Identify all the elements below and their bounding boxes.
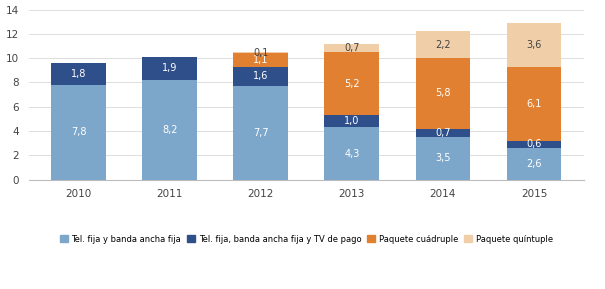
Text: 2,6: 2,6 xyxy=(526,159,541,169)
Text: 0,7: 0,7 xyxy=(344,43,359,53)
Text: 0,7: 0,7 xyxy=(435,128,451,138)
Text: 0,1: 0,1 xyxy=(253,48,269,58)
Bar xyxy=(142,57,197,80)
Bar xyxy=(324,127,379,180)
Text: 5,2: 5,2 xyxy=(344,79,359,89)
Text: 4,3: 4,3 xyxy=(344,149,359,159)
Bar xyxy=(142,80,197,180)
Bar xyxy=(506,67,561,141)
Text: 6,1: 6,1 xyxy=(526,99,541,109)
Bar xyxy=(324,115,379,127)
Bar xyxy=(234,67,288,86)
Bar xyxy=(506,141,561,148)
Bar xyxy=(416,32,470,58)
Bar xyxy=(234,53,288,67)
Bar xyxy=(416,137,470,180)
Bar xyxy=(51,85,106,180)
Legend: Tel. fija y banda ancha fija, Tel. fija, banda ancha fija y TV de pago, Paquete : Tel. fija y banda ancha fija, Tel. fija,… xyxy=(56,231,556,247)
Text: 7,8: 7,8 xyxy=(71,127,87,137)
Bar xyxy=(234,52,288,53)
Bar xyxy=(506,148,561,180)
Bar xyxy=(416,58,470,129)
Text: 0,6: 0,6 xyxy=(526,140,541,149)
Bar xyxy=(51,63,106,85)
Text: 8,2: 8,2 xyxy=(162,125,177,135)
Text: 1,0: 1,0 xyxy=(344,116,359,126)
Text: 7,7: 7,7 xyxy=(253,128,269,138)
Text: 3,6: 3,6 xyxy=(526,40,541,50)
Bar xyxy=(324,44,379,52)
Text: 2,2: 2,2 xyxy=(435,40,451,50)
Text: 5,8: 5,8 xyxy=(435,88,451,99)
Bar xyxy=(416,129,470,137)
Text: 1,8: 1,8 xyxy=(71,69,87,79)
Text: 1,1: 1,1 xyxy=(253,55,269,65)
Text: 1,6: 1,6 xyxy=(253,71,269,81)
Bar xyxy=(506,23,561,67)
Text: 1,9: 1,9 xyxy=(162,64,177,73)
Bar xyxy=(324,52,379,115)
Bar xyxy=(234,86,288,180)
Text: 3,5: 3,5 xyxy=(435,153,451,164)
